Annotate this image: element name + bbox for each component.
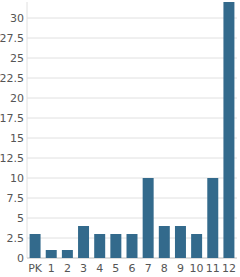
bar	[223, 2, 234, 258]
bar	[191, 234, 202, 258]
x-tick-label: 4	[96, 262, 103, 275]
grid-line	[27, 138, 237, 139]
grid-line	[27, 218, 237, 219]
y-tick-label: 7.5	[7, 192, 25, 205]
bar	[175, 226, 186, 258]
y-tick-label: 0	[17, 252, 24, 265]
grid-line	[27, 38, 237, 39]
x-tick-label: 8	[161, 262, 168, 275]
x-tick-label: 12	[222, 262, 236, 275]
x-tick-label: 5	[112, 262, 119, 275]
grid-line	[27, 158, 237, 159]
x-tick-label: 1	[48, 262, 55, 275]
bars	[30, 2, 235, 258]
bar	[46, 250, 57, 258]
y-tick-label: 20	[10, 92, 24, 105]
grid-line	[27, 58, 237, 59]
bar	[207, 178, 218, 258]
y-tick-label: 27.5	[0, 32, 24, 45]
bar	[110, 234, 121, 258]
y-tick-label: 15	[10, 132, 24, 145]
y-axis-line	[27, 2, 28, 258]
y-tick-label: 30	[10, 12, 24, 25]
bar	[78, 226, 89, 258]
y-tick-label: 2.5	[7, 232, 25, 245]
x-tick-label: 2	[64, 262, 71, 275]
bar	[62, 250, 73, 258]
y-tick-label: 22.5	[0, 72, 24, 85]
y-tick-label: 17.5	[0, 112, 24, 125]
x-tick-label: 3	[80, 262, 87, 275]
chart-svg: 02.557.51012.51517.52022.52527.530PK1234…	[0, 0, 240, 277]
grid-line	[27, 178, 237, 179]
bar	[159, 226, 170, 258]
y-tick-label: 25	[10, 52, 24, 65]
x-tick-label: 9	[177, 262, 184, 275]
x-tick-label: PK	[28, 262, 43, 275]
x-tick-label: 10	[190, 262, 204, 275]
bar	[94, 234, 105, 258]
bar	[127, 234, 138, 258]
x-tick-label: 7	[145, 262, 152, 275]
chart: 02.557.51012.51517.52022.52527.530PK1234…	[0, 0, 240, 277]
y-tick-label: 12.5	[0, 152, 24, 165]
x-tick-label: 11	[206, 262, 220, 275]
grid-line	[27, 18, 237, 19]
grid-line	[27, 78, 237, 79]
grid-line	[27, 198, 237, 199]
bar	[30, 234, 41, 258]
y-tick-label: 5	[17, 212, 24, 225]
bar	[143, 178, 154, 258]
grid-line	[27, 98, 237, 99]
y-tick-label: 10	[10, 172, 24, 185]
x-tick-label: 6	[129, 262, 136, 275]
grid-line	[27, 118, 237, 119]
